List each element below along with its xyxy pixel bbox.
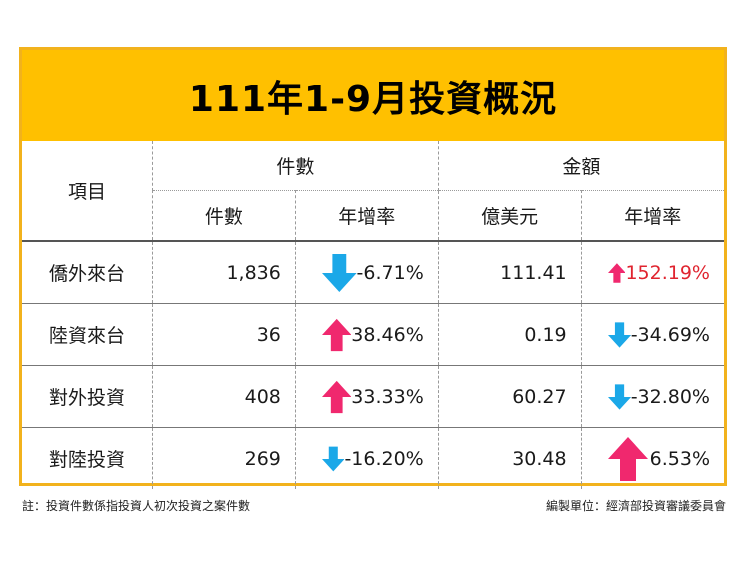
header-amount-group: 金額 bbox=[438, 141, 724, 191]
down-arrow-icon bbox=[321, 253, 357, 292]
row-count-growth: -16.20% bbox=[344, 447, 424, 470]
row-amount: 30.48 bbox=[438, 427, 582, 489]
row-count: 269 bbox=[152, 427, 296, 489]
header-item: 項目 bbox=[22, 141, 153, 242]
header-amount-growth: 年增率 bbox=[581, 190, 724, 242]
header-amount: 億美元 bbox=[438, 190, 582, 242]
row-item: 僑外來台 bbox=[22, 241, 153, 304]
row-item: 陸資來台 bbox=[22, 303, 153, 366]
row-count: 1,836 bbox=[152, 241, 296, 304]
up-arrow-icon bbox=[321, 380, 352, 413]
header-count-growth: 年增率 bbox=[295, 190, 439, 242]
row-count-growth: 33.33% bbox=[351, 385, 424, 408]
down-arrow-icon bbox=[607, 321, 631, 348]
summary-card: 111年1-9月投資概況 項目 件數 金額 件數 年增率 億美元 年增率 僑外來… bbox=[19, 47, 727, 489]
up-arrow-icon bbox=[607, 262, 626, 283]
up-arrow-icon bbox=[607, 436, 648, 481]
up-arrow-icon bbox=[321, 318, 352, 351]
table-row: 僑外來台 1,836 -6.71% 111.41 152.19% bbox=[22, 241, 724, 304]
row-count: 36 bbox=[152, 303, 296, 366]
down-arrow-icon bbox=[607, 383, 631, 410]
table-row: 陸資來台 36 38.46% 0.19 -34.69% bbox=[22, 303, 724, 366]
row-item: 對陸投資 bbox=[22, 427, 153, 489]
row-count-growth: -6.71% bbox=[356, 261, 424, 284]
investment-table: 項目 件數 金額 件數 年增率 億美元 年增率 僑外來台 1,836 -6.71… bbox=[22, 141, 724, 489]
title-banner: 111年1-9月投資概況 bbox=[22, 50, 724, 141]
row-count: 408 bbox=[152, 365, 296, 428]
row-amount: 60.27 bbox=[438, 365, 582, 428]
header-count: 件數 bbox=[152, 190, 296, 242]
row-amount: 0.19 bbox=[438, 303, 582, 366]
down-arrow-icon bbox=[321, 446, 345, 471]
row-item: 對外投資 bbox=[22, 365, 153, 428]
row-amount: 111.41 bbox=[438, 241, 582, 304]
compiled-by: 編製單位：經濟部投資審議委員會 bbox=[545, 499, 726, 513]
table-row: 對陸投資 269 -16.20% 30.48 6.53% bbox=[22, 427, 724, 489]
header-count-group: 件數 bbox=[152, 141, 439, 191]
row-amount-growth: -34.69% bbox=[630, 323, 710, 346]
row-amount-growth: -32.80% bbox=[630, 385, 710, 408]
row-amount-growth: 6.53% bbox=[649, 447, 710, 470]
table-row: 對外投資 408 33.33% 60.27 -32.80% bbox=[22, 365, 724, 428]
footnote: 註：投資件數係指投資人初次投資之案件數 bbox=[22, 499, 251, 513]
row-count-growth: 38.46% bbox=[351, 323, 424, 346]
page-title: 111年1-9月投資概況 bbox=[188, 78, 558, 120]
row-amount-growth: 152.19% bbox=[625, 261, 710, 284]
